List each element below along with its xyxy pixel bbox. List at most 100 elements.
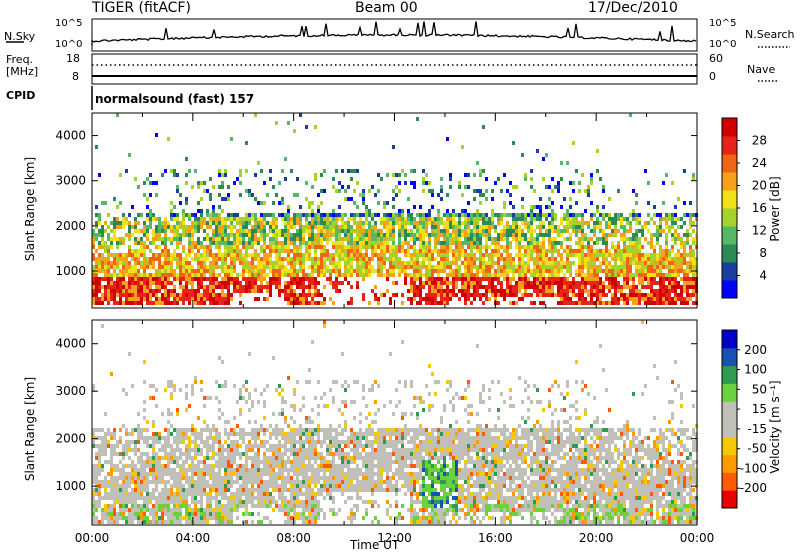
- power-cell: [425, 301, 428, 305]
- power-cell: [473, 229, 476, 233]
- power-cell: [374, 249, 377, 253]
- velocity-cell: [200, 448, 203, 452]
- velocity-cell: [200, 492, 203, 496]
- velocity-cell: [140, 452, 143, 456]
- power-cell: [203, 273, 206, 277]
- power-cell: [662, 217, 665, 221]
- power-cell: [491, 285, 494, 289]
- power-cell: [671, 225, 674, 229]
- power-cell: [134, 273, 137, 277]
- power-cell: [533, 229, 536, 233]
- velocity-cell: [182, 464, 185, 468]
- power-cell: [521, 277, 524, 281]
- velocity-cell: [209, 476, 212, 480]
- power-cell: [119, 269, 122, 273]
- power-cell: [677, 197, 680, 201]
- velocity-cell: [209, 500, 212, 504]
- power-cell: [188, 297, 191, 301]
- power-cell: [377, 301, 380, 305]
- velocity-cell: [179, 432, 182, 436]
- power-cell: [680, 241, 683, 245]
- power-cell: [164, 285, 167, 289]
- power-cell: [626, 269, 629, 273]
- velocity-cell: [176, 464, 179, 468]
- power-cell: [671, 277, 674, 281]
- power-cell: [254, 297, 257, 301]
- power-cell: [416, 273, 419, 277]
- velocity-cell: [110, 444, 113, 448]
- velocity-cell: [122, 464, 125, 468]
- power-cell: [143, 293, 146, 297]
- power-cell: [626, 293, 629, 297]
- power-cell: [332, 185, 335, 189]
- power-cell: [164, 265, 167, 269]
- velocity-cell: [188, 448, 191, 452]
- power-cell: [449, 269, 452, 273]
- power-cell: [668, 213, 671, 217]
- power-cell: [248, 277, 251, 281]
- power-cell: [95, 281, 98, 285]
- power-cell: [617, 301, 620, 305]
- velocity-cell: [143, 520, 146, 524]
- power-cell: [161, 241, 164, 245]
- power-cell: [287, 121, 290, 125]
- power-cell: [227, 277, 230, 281]
- power-cell: [578, 265, 581, 269]
- power-ytick-label: 4000: [55, 129, 86, 143]
- power-cell: [500, 289, 503, 293]
- power-cell: [638, 241, 641, 245]
- power-cell: [608, 265, 611, 269]
- velocity-cell: [179, 488, 182, 492]
- power-cell: [248, 285, 251, 289]
- velocity-cell: [134, 516, 137, 520]
- velocity-cell: [95, 508, 98, 512]
- power-cell: [455, 269, 458, 273]
- power-cell: [467, 269, 470, 273]
- power-cell: [359, 257, 362, 261]
- power-cell: [383, 233, 386, 237]
- power-cell: [233, 281, 236, 285]
- power-cell: [377, 261, 380, 265]
- power-cell: [560, 217, 563, 221]
- velocity-cell: [110, 512, 113, 516]
- power-cell: [431, 289, 434, 293]
- power-cell: [578, 297, 581, 301]
- power-cell: [158, 261, 161, 265]
- power-cell: [419, 261, 422, 265]
- power-cell: [563, 225, 566, 229]
- power-cell: [560, 301, 563, 305]
- power-cell: [221, 233, 224, 237]
- velocity-cell: [122, 424, 125, 428]
- power-cell: [647, 181, 650, 185]
- power-cell: [485, 265, 488, 269]
- power-cell: [92, 245, 95, 249]
- power-cell: [365, 269, 368, 273]
- power-cell: [623, 301, 626, 305]
- power-cell: [635, 261, 638, 265]
- power-cell: [200, 297, 203, 301]
- power-cell: [392, 237, 395, 241]
- velocity-cell: [98, 448, 101, 452]
- power-cell: [530, 217, 533, 221]
- velocity-cell: [104, 516, 107, 520]
- power-cell: [365, 205, 368, 209]
- power-cell: [455, 245, 458, 249]
- power-cell: [407, 253, 410, 257]
- power-cell: [434, 293, 437, 297]
- power-cell: [101, 269, 104, 273]
- velocity-cell: [185, 472, 188, 476]
- power-cell: [680, 289, 683, 293]
- velocity-cell: [212, 464, 215, 468]
- power-cell: [671, 285, 674, 289]
- power-cell: [614, 245, 617, 249]
- power-cell: [602, 205, 605, 209]
- power-cell: [167, 277, 170, 281]
- power-cell: [461, 253, 464, 257]
- power-cell: [101, 293, 104, 297]
- velocity-cell: [185, 500, 188, 504]
- power-cell: [488, 281, 491, 285]
- power-cell: [494, 277, 497, 281]
- power-cell: [464, 261, 467, 265]
- power-cell: [281, 249, 284, 253]
- power-cell: [641, 257, 644, 261]
